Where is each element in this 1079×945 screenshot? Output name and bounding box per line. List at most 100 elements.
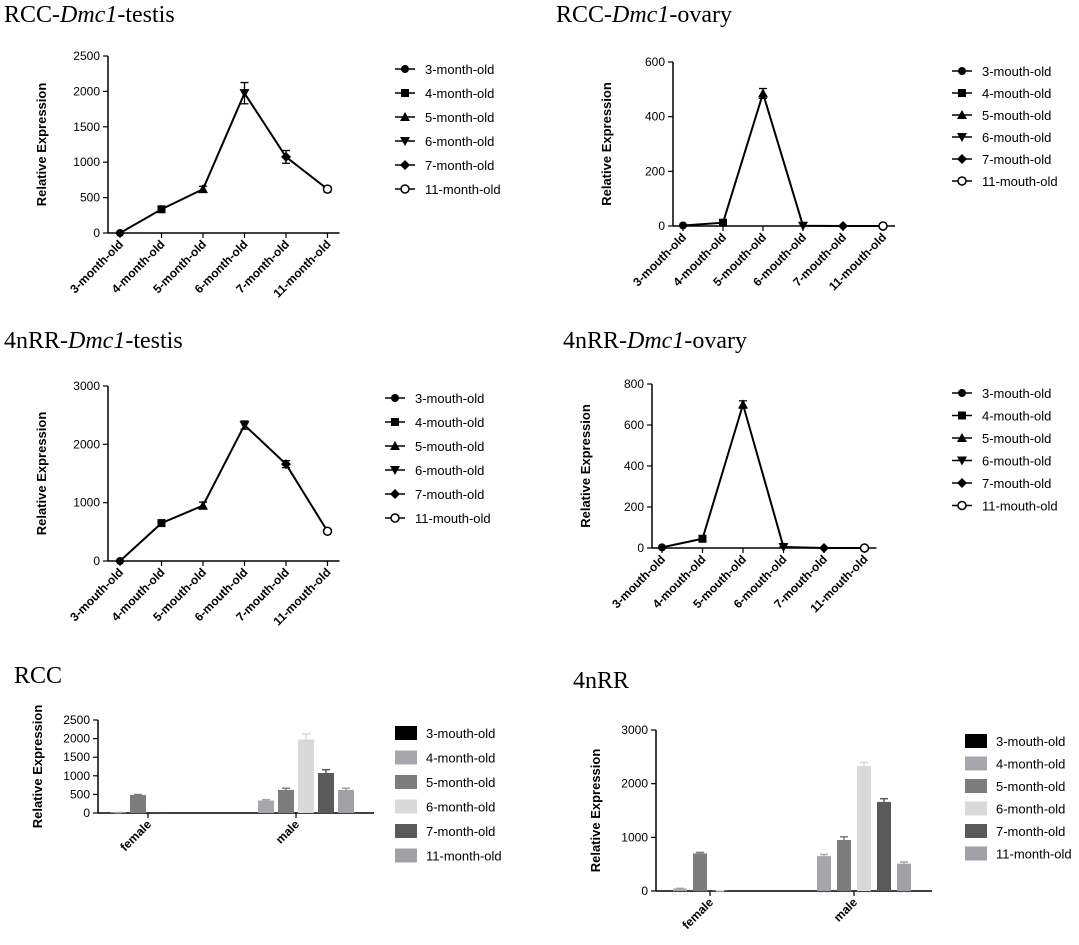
title-4nrr-ovary: 4nRR-Dmc1-ovary [563,328,747,354]
legend-label: 5-month-old [996,779,1065,794]
legend-label: 6-month-old [996,802,1065,817]
data-point [819,543,829,553]
legend-label: 7-month-old [425,158,494,173]
y-tick-label: 0 [637,541,644,555]
y-axis-label: Relative Expression [34,83,49,207]
bar [278,789,294,813]
data-point [281,151,291,162]
legend-label: 6-month-old [425,134,494,149]
y-axis-label: Relative Expression [588,749,603,873]
legend-label: 3-mouth-old [415,391,484,406]
legend-marker [400,112,410,121]
legend-swatch [395,775,417,789]
y-tick-label: 1000 [63,769,90,783]
series-line [119,91,329,234]
y-tick-label: 400 [624,459,644,473]
data-point [878,221,888,231]
legend-marker [390,466,400,475]
y-tick-label: 2000 [621,777,648,791]
data-point [698,534,707,543]
title-4nrr-bar: 4nRR [573,668,630,694]
y-tick-label: 0 [658,219,665,233]
legend-label: 4-month-old [426,751,495,766]
bar [338,789,354,813]
legend-label: 11-month-old [425,182,501,197]
legend-label: 6-mouth-old [415,463,484,478]
x-tick-label: male [831,895,860,924]
legend-label: 11-month-old [426,849,502,864]
title-rcc-ovary: RCC-Dmc1-ovary [556,2,732,28]
legend-label: 4-mouth-old [415,415,484,430]
legend-label: 5-mouth-old [982,108,1051,123]
title-rcc-testis: RCC-Dmc1-testis [4,2,175,28]
legend-label: 5-month-old [426,775,495,790]
y-tick-label: 400 [645,110,665,124]
y-tick-label: 0 [93,226,100,240]
legend-swatch [395,799,417,814]
legend-marker [958,389,966,397]
legend-label: 11-mouth-old [982,499,1058,514]
legend-swatch [395,726,417,740]
legend-label: 6-mouth-old [982,454,1051,469]
y-tick-label: 2500 [73,49,100,63]
data-point [322,526,333,536]
legend-swatch [965,756,987,771]
y-axis-label: Relative Expression [30,705,45,829]
legend-label: 3-mouth-old [996,734,1065,749]
legend-marker [957,478,967,488]
legend-marker [401,65,409,73]
data-point [658,543,666,552]
legend-swatch [965,801,987,816]
data-point [679,221,687,230]
y-tick-label: 500 [80,191,100,205]
legend-marker [957,154,967,164]
legend-label: 7-month-old [426,824,495,839]
legend-marker [957,110,967,119]
data-point [859,543,870,553]
data-point [239,421,250,431]
data-point [281,459,291,470]
legend-label: 7-month-old [996,824,1065,839]
legend-marker [958,89,966,97]
y-tick-label: 200 [645,164,665,178]
legend-label: 5-mouth-old [415,439,484,454]
bar [298,739,314,813]
legend-label: 4-month-old [996,757,1065,772]
legend-marker [400,160,410,170]
legend-marker [957,456,967,466]
data-point [116,557,124,565]
y-tick-label: 200 [624,500,644,514]
y-tick-label: 600 [624,418,644,432]
legend-swatch [965,779,987,793]
legend-label: 4-month-old [425,86,494,101]
y-tick-label: 0 [641,884,648,898]
y-tick-label: 3000 [73,379,100,393]
legend-label: 6-month-old [426,800,495,815]
legend-marker [957,133,967,142]
legend-label: 3-month-old [425,62,494,77]
legend-marker [391,418,399,426]
y-axis-label: Relative Expression [599,82,614,206]
x-tick-label: female [679,895,716,932]
legend-label: 11-month-old [996,847,1072,862]
bar [258,800,274,813]
data-point [198,500,208,510]
y-axis-label: Relative Expression [578,404,593,528]
legend-label: 3-mouth-old [982,64,1051,79]
bar [130,794,146,813]
data-point [239,89,250,99]
data-point [157,519,166,528]
y-tick-label: 1000 [621,830,648,844]
y-tick-label: 0 [93,554,100,568]
data-point [798,221,808,231]
y-tick-label: 0 [83,806,90,820]
bar [857,765,871,891]
y-tick-label: 2000 [63,732,90,746]
legend-swatch [395,848,417,863]
legend-swatch [965,734,987,748]
data-point [157,205,166,214]
